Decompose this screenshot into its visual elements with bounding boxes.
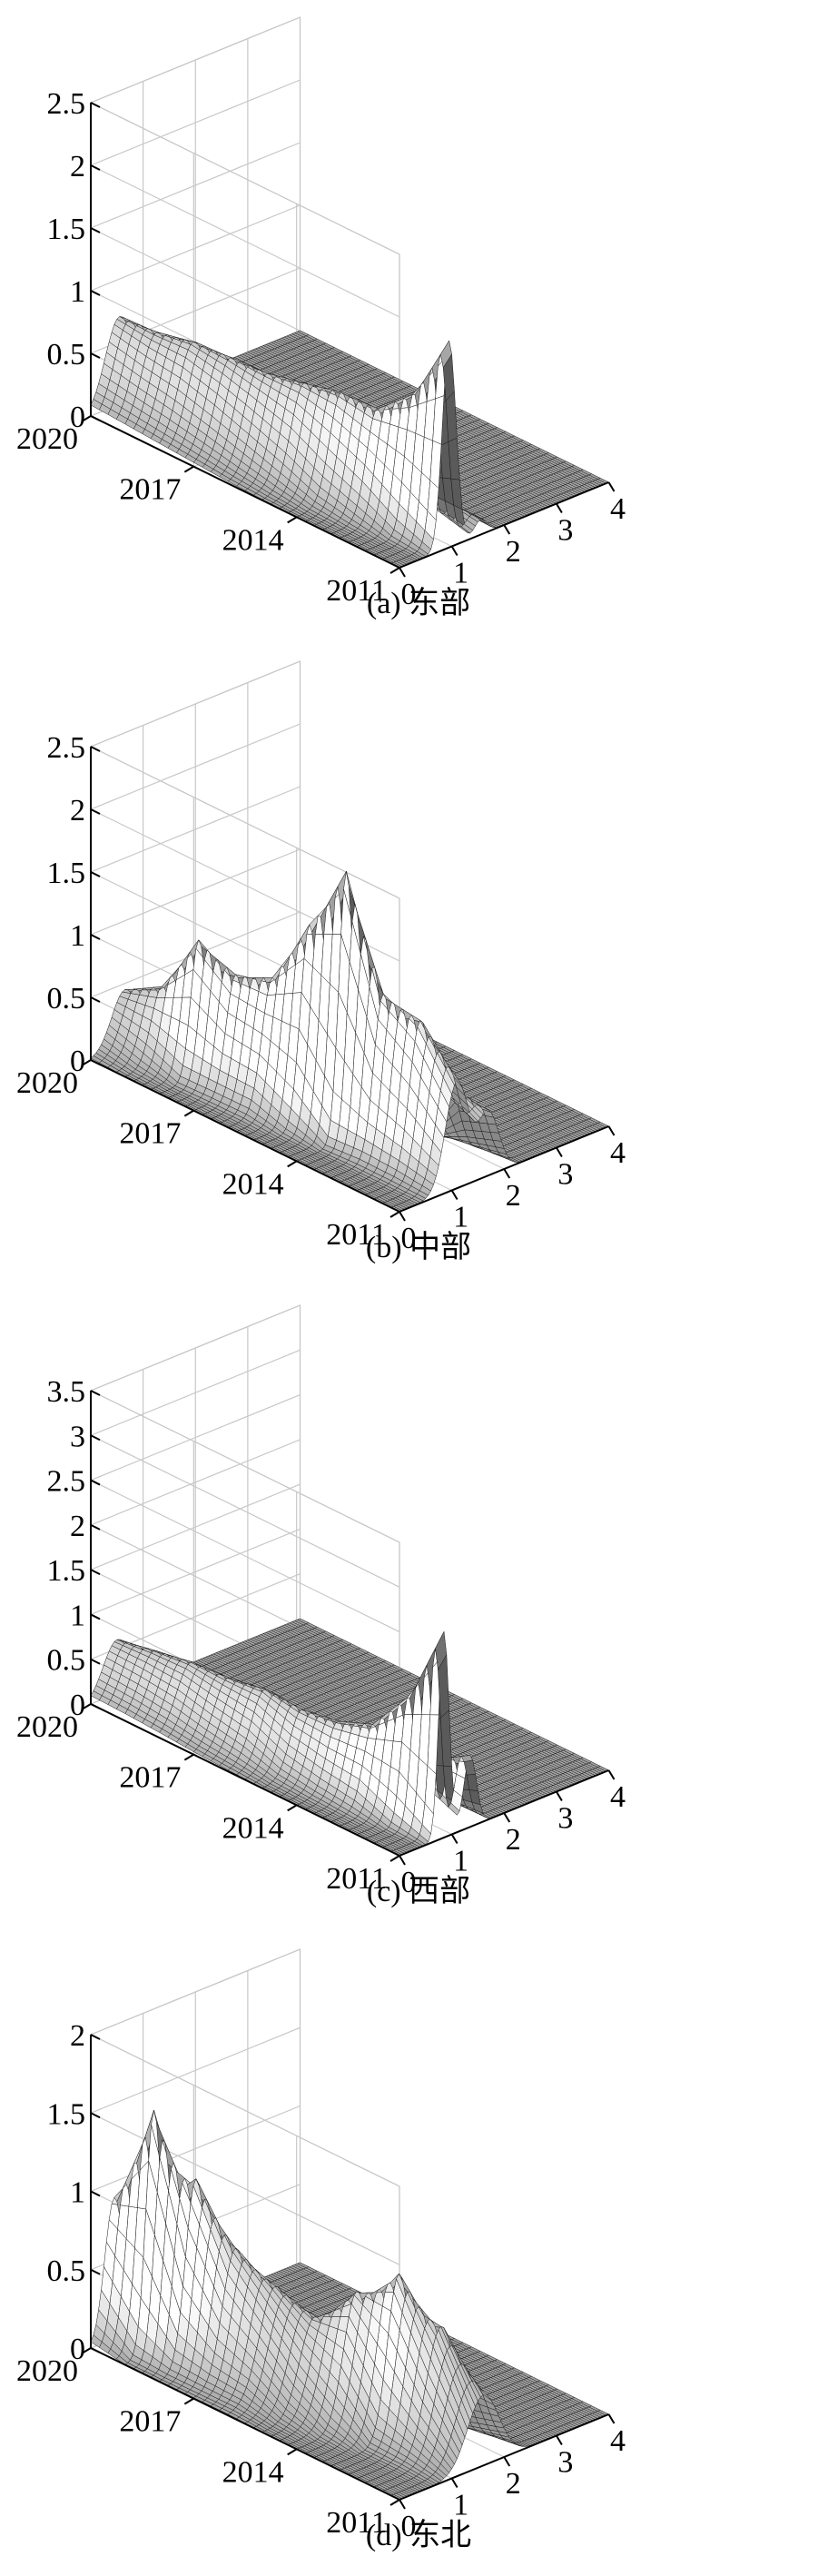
y-tick-label: 2017 (119, 473, 181, 507)
z-tick (90, 415, 101, 421)
x-tick-label: 4 (610, 492, 626, 526)
y-tick (389, 567, 400, 574)
z-tick-label: 2.5 (47, 87, 86, 121)
x-tick (399, 567, 406, 578)
panel-caption: (a) 东部 (367, 586, 470, 620)
y-tick-label: 2014 (222, 523, 284, 557)
z-tick (90, 227, 101, 233)
grid-line (89, 79, 400, 318)
y-tick (287, 516, 298, 524)
y-tick-label: 2020 (16, 422, 78, 456)
z-tick (90, 290, 101, 296)
z-tick-label: 2 (70, 150, 85, 183)
z-tick-label: 1 (70, 275, 85, 309)
density-surface (90, 316, 610, 569)
x-tick (556, 502, 563, 514)
x-tick (607, 481, 616, 492)
z-tick-label: 1.5 (47, 213, 86, 246)
z-tick-label: 0 (70, 401, 85, 434)
z-tick (90, 164, 101, 171)
x-tick-label: 2 (506, 535, 521, 569)
x-tick (503, 524, 511, 535)
z-tick (90, 352, 101, 359)
x-tick-label: 3 (557, 514, 573, 548)
y-tick (183, 465, 194, 473)
z-tick-label: 0.5 (47, 338, 86, 372)
grid-line (89, 16, 400, 255)
grid-line (89, 660, 400, 899)
z-tick (90, 102, 101, 108)
density-surface (90, 870, 610, 1213)
x-tick-label: 1 (453, 557, 468, 590)
x-tick (450, 545, 458, 557)
